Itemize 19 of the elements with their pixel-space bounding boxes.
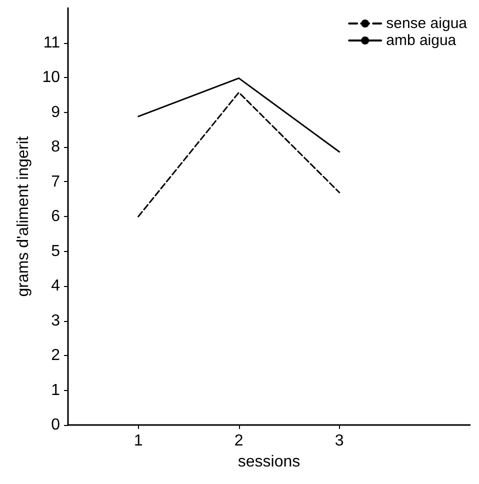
legend-label: amb aigua: [386, 32, 457, 49]
y-tick-label: 4: [51, 278, 60, 294]
x-axis-title: sessions: [238, 453, 300, 470]
y-tick-label: 8: [51, 138, 60, 156]
y-tick-label: 6: [51, 208, 60, 225]
y-tick-label: 3: [51, 312, 60, 330]
y-tick-label: 11: [43, 34, 60, 52]
x-tick-label: 2: [234, 432, 244, 450]
y-tick-label: 10: [42, 69, 60, 86]
x-tick-label: 1: [134, 432, 143, 450]
y-tick-label: 5: [51, 242, 60, 260]
legend-label: sense aigua: [386, 15, 468, 32]
y-tick-label: 9: [51, 104, 60, 121]
y-axis-title: grams d'aliment ingerit: [14, 136, 32, 297]
y-tick-label: 7: [51, 173, 60, 190]
y-tick-label: 2: [51, 347, 60, 364]
y-tick-label: 0: [51, 416, 60, 434]
y-tick-label: 1: [51, 382, 60, 399]
x-tick-label: 3: [334, 432, 344, 450]
